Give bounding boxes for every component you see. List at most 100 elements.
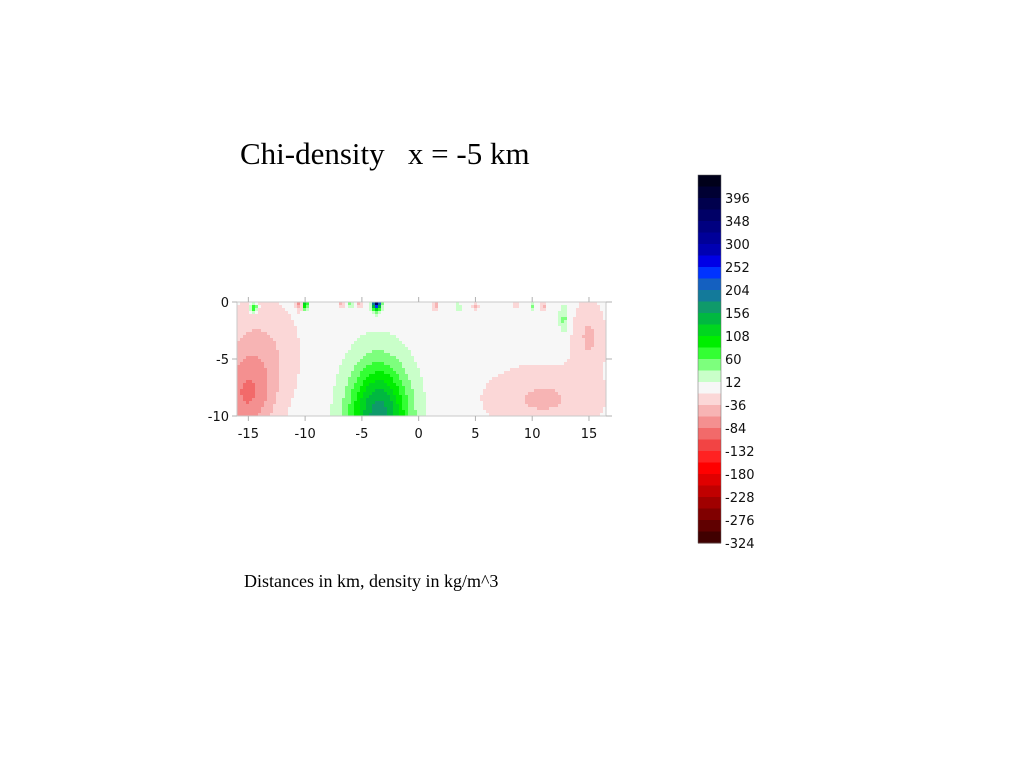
heatmap-cell xyxy=(327,320,330,323)
heatmap-cell xyxy=(300,356,303,359)
heatmap-cell xyxy=(420,407,423,410)
heatmap-cell xyxy=(264,335,267,338)
heatmap-cell xyxy=(546,317,549,320)
heatmap-cell xyxy=(354,329,357,332)
heatmap-cell xyxy=(528,323,531,326)
heatmap-cell xyxy=(396,338,399,341)
heatmap-cell xyxy=(504,371,507,374)
heatmap-cell xyxy=(549,317,552,320)
heatmap-cell xyxy=(348,368,351,371)
heatmap-cell xyxy=(498,386,501,389)
heatmap-cell xyxy=(555,311,558,314)
heatmap-cell xyxy=(456,332,459,335)
heatmap-cell xyxy=(420,389,423,392)
heatmap-cell xyxy=(342,344,345,347)
heatmap-cell xyxy=(513,407,516,410)
heatmap-cell xyxy=(525,380,528,383)
heatmap-cell xyxy=(384,380,387,383)
heatmap-cell xyxy=(414,362,417,365)
heatmap-cell xyxy=(417,302,420,305)
heatmap-cell xyxy=(390,314,393,317)
heatmap-cell xyxy=(366,401,369,404)
heatmap-cell xyxy=(261,380,264,383)
heatmap-cell xyxy=(258,332,261,335)
heatmap-cell xyxy=(354,413,357,416)
heatmap-cell xyxy=(552,413,555,416)
heatmap-cell xyxy=(279,368,282,371)
heatmap-cell xyxy=(321,410,324,413)
heatmap-cell xyxy=(585,407,588,410)
heatmap-cell xyxy=(570,386,573,389)
heatmap-cell xyxy=(519,344,522,347)
heatmap-cell xyxy=(543,404,546,407)
heatmap-cell xyxy=(513,308,516,311)
heatmap-cell xyxy=(543,317,546,320)
heatmap-cell xyxy=(504,314,507,317)
heatmap-cell xyxy=(306,305,309,308)
heatmap-cell xyxy=(327,407,330,410)
heatmap-cell xyxy=(435,356,438,359)
heatmap-cell xyxy=(372,335,375,338)
heatmap-cell xyxy=(282,347,285,350)
heatmap-cell xyxy=(357,401,360,404)
heatmap-cell xyxy=(522,323,525,326)
heatmap-cell xyxy=(546,323,549,326)
heatmap-cell xyxy=(255,380,258,383)
heatmap-cell xyxy=(363,323,366,326)
heatmap-cell xyxy=(414,398,417,401)
heatmap-cell xyxy=(333,386,336,389)
heatmap-cell xyxy=(390,410,393,413)
heatmap-cell xyxy=(525,356,528,359)
heatmap-cell xyxy=(489,398,492,401)
heatmap-cell xyxy=(501,320,504,323)
heatmap-cell xyxy=(321,323,324,326)
heatmap-cell xyxy=(561,332,564,335)
heatmap-cell xyxy=(258,359,261,362)
heatmap-cell xyxy=(444,329,447,332)
heatmap-cell xyxy=(546,302,549,305)
heatmap-cell xyxy=(288,344,291,347)
heatmap-cell xyxy=(303,383,306,386)
heatmap-cell xyxy=(480,326,483,329)
heatmap-cell xyxy=(423,314,426,317)
heatmap-cell xyxy=(249,371,252,374)
heatmap-cell xyxy=(570,374,573,377)
heatmap-cell xyxy=(531,350,534,353)
heatmap-cell xyxy=(369,344,372,347)
heatmap-cell xyxy=(537,317,540,320)
heatmap-cell xyxy=(264,386,267,389)
heatmap-cell xyxy=(270,302,273,305)
heatmap-cell xyxy=(525,386,528,389)
heatmap-cell xyxy=(468,317,471,320)
heatmap-cell xyxy=(594,395,597,398)
heatmap-cell xyxy=(426,317,429,320)
heatmap-cell xyxy=(327,338,330,341)
heatmap-cell xyxy=(456,407,459,410)
heatmap-cell xyxy=(279,410,282,413)
heatmap-cell xyxy=(261,368,264,371)
heatmap-cell xyxy=(402,317,405,320)
heatmap-cell xyxy=(309,365,312,368)
y-tick-label: 0 xyxy=(221,296,229,311)
heatmap-cell xyxy=(249,353,252,356)
heatmap-cell xyxy=(261,320,264,323)
heatmap-cell xyxy=(597,353,600,356)
heatmap-cell xyxy=(348,410,351,413)
heatmap-cell xyxy=(237,302,240,305)
heatmap-cell xyxy=(237,404,240,407)
heatmap-cell xyxy=(570,314,573,317)
heatmap-cell xyxy=(555,368,558,371)
heatmap-cell xyxy=(405,359,408,362)
heatmap-cell xyxy=(339,344,342,347)
heatmap-cell xyxy=(534,365,537,368)
heatmap-cell xyxy=(540,389,543,392)
heatmap-cell xyxy=(531,371,534,374)
heatmap-cell xyxy=(567,371,570,374)
heatmap-cell xyxy=(561,335,564,338)
heatmap-cell xyxy=(555,374,558,377)
heatmap-cell xyxy=(471,404,474,407)
heatmap-cell xyxy=(576,341,579,344)
heatmap-cell xyxy=(309,368,312,371)
heatmap-cell xyxy=(261,302,264,305)
